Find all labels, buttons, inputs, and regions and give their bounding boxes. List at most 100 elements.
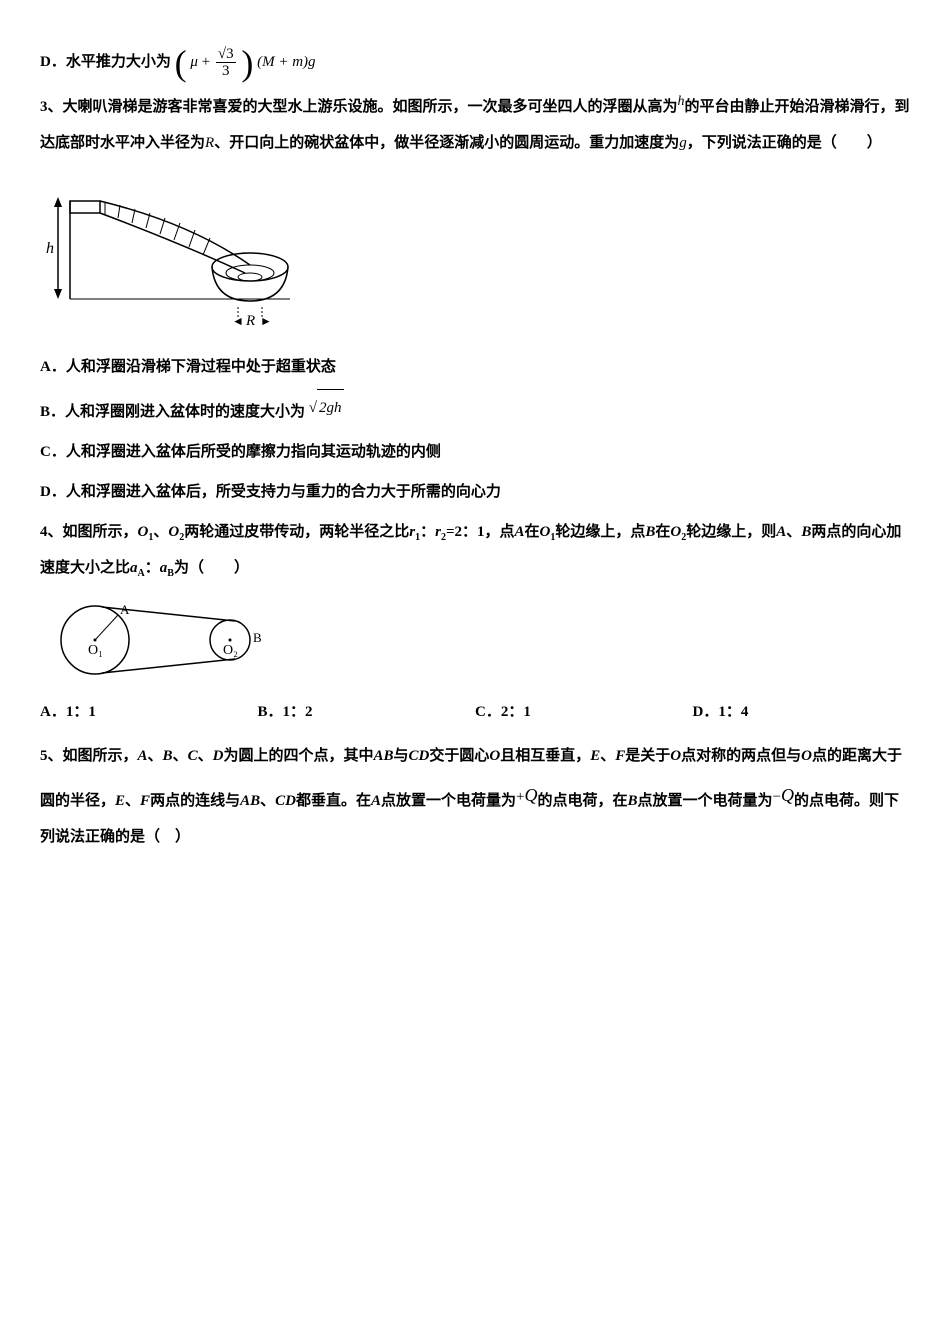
- q3-optC-text: C．人和浮圈进入盆体后所受的摩擦力指向其运动轨迹的内侧: [40, 444, 441, 460]
- q5-mid9: 都垂直。在: [296, 793, 371, 809]
- q4-optA: A．1：1: [40, 704, 96, 720]
- q5-mid3: 交于圆心: [429, 748, 489, 764]
- fig-A: A: [120, 602, 130, 617]
- q5-AB2: AB: [240, 793, 260, 809]
- q4-optB: B．1：2: [258, 704, 313, 720]
- q4-O2: O: [168, 524, 179, 540]
- plus: +: [202, 54, 210, 70]
- q5-mid11: 的点电荷，在: [537, 793, 627, 809]
- q3-stem: 3、大喇叭滑梯是游客非常喜爱的大型水上游乐设施。如图所示，一次最多可坐四人的浮圈…: [40, 85, 910, 161]
- fig-h-label: h: [46, 240, 54, 257]
- q4-figure: O₁ O₂ A B: [40, 598, 910, 682]
- q5-D: D: [213, 748, 224, 764]
- paren-right: ): [241, 45, 253, 81]
- q5-CD2: CD: [275, 793, 296, 809]
- q3-optD: D．人和浮圈进入盆体后，所受支持力与重力的合力大于所需的向心力: [40, 474, 910, 510]
- q4-eq: =2：1，点: [446, 524, 515, 540]
- optD-formula: ( μ + √3 3 ) (M + m)g: [175, 44, 316, 81]
- q3-h: h: [678, 94, 685, 109]
- fig-R-label: R: [245, 313, 255, 329]
- q3-figure: h ◄ R ►: [40, 173, 910, 337]
- q5-mid5: 是关于: [625, 748, 670, 764]
- optD-label: D．水平推力大小为: [40, 54, 171, 70]
- q5-mid1: 为圆上的四个点，其中: [223, 748, 373, 764]
- q4-optD: D．1：4: [693, 704, 749, 720]
- q4-options: A．1：1 B．1：2 C．2：1 D．1：4: [40, 694, 910, 730]
- paren-left: (: [175, 45, 187, 81]
- q3-end: ，下列说法正确的是（ ）: [687, 135, 882, 151]
- fig-arrow-l: ◄: [232, 314, 244, 328]
- q5-E: E: [590, 748, 600, 764]
- q5-mid10: 点放置一个电荷量为: [381, 793, 516, 809]
- q5-O3: O: [801, 748, 812, 764]
- sqrt-sym: √: [309, 400, 317, 416]
- q5-c6: 、: [260, 793, 275, 809]
- fig-arrow-r: ►: [260, 314, 272, 328]
- q4-stem: 4、如图所示，O1、O2两轮通过皮带传动，两轮半径之比r1：r2=2：1，点A在…: [40, 514, 910, 586]
- q4-mid2: 在: [525, 524, 540, 540]
- q4-c1: 、: [153, 524, 168, 540]
- q5-O2: O: [670, 748, 681, 764]
- q3-g: g: [679, 135, 687, 151]
- q5-c1: 、: [148, 748, 163, 764]
- q4-mid3: 轮边缘上，点: [555, 524, 645, 540]
- q4-mid1: 两轮通过皮带传动，两轮半径之比: [184, 524, 409, 540]
- q4-O1: O: [138, 524, 149, 540]
- minusQ: Q: [781, 785, 794, 805]
- prev-option-d: D．水平推力大小为 ( μ + √3 3 ) (M + m)g: [40, 44, 910, 81]
- q4-B2: B: [801, 524, 811, 540]
- q5-B2b: B: [627, 793, 637, 809]
- plusQ: Q: [524, 785, 537, 805]
- q5-mid6: 点对称的两点但与: [681, 748, 801, 764]
- sqrt-content: 2gh: [317, 389, 344, 426]
- q5-mid8: 两点的连线与: [150, 793, 240, 809]
- q3-optC: C．人和浮圈进入盆体后所受的摩擦力指向其运动轨迹的内侧: [40, 434, 910, 470]
- q4-colon: ：: [420, 524, 435, 540]
- q4-subB: B: [167, 568, 174, 579]
- q4-pre: 4、如图所示，: [40, 524, 138, 540]
- q5-c3: 、: [198, 748, 213, 764]
- q4-subA: A: [138, 568, 145, 579]
- q3-mid2: 、开口向上的碗状盆体中，做半径逐渐减小的圆周运动。重力加速度为: [214, 135, 679, 151]
- q5-CD: CD: [409, 748, 430, 764]
- q5-AB: AB: [373, 748, 393, 764]
- q5-mid2: 与: [393, 748, 408, 764]
- q5-C: C: [188, 748, 198, 764]
- q4-c2: 、: [786, 524, 801, 540]
- fig-B: B: [253, 630, 262, 645]
- q4-A2: A: [776, 524, 786, 540]
- q4-O1b: O: [540, 524, 551, 540]
- q5-mid4: 且相互垂直，: [500, 748, 590, 764]
- q4-end2: 为（ ）: [174, 560, 249, 576]
- q5-O: O: [489, 748, 500, 764]
- q3-pre: 3、大喇叭滑梯是游客非常喜爱的大型水上游乐设施。如图所示，一次最多可坐四人的浮圈…: [40, 99, 678, 115]
- q5-A: A: [138, 748, 148, 764]
- q5-A2b: A: [371, 793, 381, 809]
- numerator: √3: [216, 46, 236, 64]
- q5-B: B: [163, 748, 173, 764]
- q3-optA: A．人和浮圈沿滑梯下滑过程中处于超重状态: [40, 349, 910, 385]
- q4-mid4: 在: [655, 524, 670, 540]
- q5-E2: E: [115, 793, 125, 809]
- fig-O2: O₂: [223, 643, 238, 658]
- denominator: 3: [216, 63, 236, 80]
- fig-O1: O₁: [88, 643, 103, 658]
- q4-A: A: [515, 524, 525, 540]
- q4-optC: C．2：1: [475, 704, 531, 720]
- fraction: √3 3: [216, 46, 236, 80]
- q4-colon2: ：: [145, 560, 160, 576]
- q5-F: F: [615, 748, 625, 764]
- q5-c2: 、: [173, 748, 188, 764]
- tail: (M + m)g: [257, 54, 315, 70]
- q5-mid12: 点放置一个电荷量为: [638, 793, 773, 809]
- q3-optB-pre: B．人和浮圈刚进入盆体时的速度大小为: [40, 404, 305, 420]
- q4-B: B: [645, 524, 655, 540]
- q5-stem: 5、如图所示，A、B、C、D为圆上的四个点，其中AB与CD交于圆心O且相互垂直，…: [40, 738, 910, 855]
- q5-pre: 5、如图所示，: [40, 748, 138, 764]
- q4-mid5: 轮边缘上，则: [686, 524, 776, 540]
- q3-optB: B．人和浮圈刚进入盆体时的速度大小为 √2gh: [40, 389, 910, 430]
- q4-O2b: O: [670, 524, 681, 540]
- q5-F2: F: [140, 793, 150, 809]
- mu: μ: [190, 54, 198, 70]
- sqrt-expr: √2gh: [309, 389, 344, 426]
